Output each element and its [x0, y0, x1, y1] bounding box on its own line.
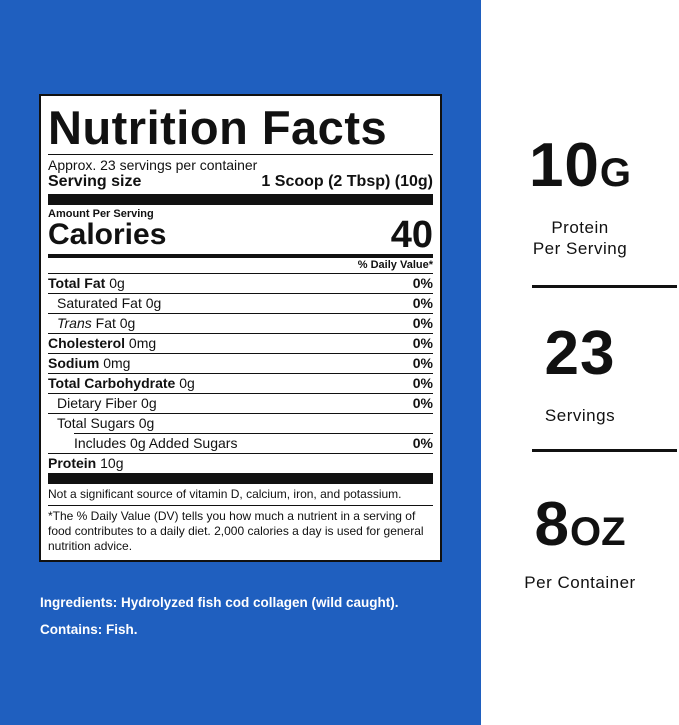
- contains-text: Contains: Fish.: [40, 622, 138, 637]
- nutrient-row: Protein 10g: [48, 453, 433, 473]
- daily-value-header: % Daily Value*: [357, 259, 433, 271]
- stat-number: 8: [534, 490, 570, 559]
- daily-value-footnote: *The % Daily Value (DV) tells you how mu…: [48, 505, 433, 554]
- nutrient-dv: 0%: [412, 315, 433, 331]
- nutrient-amount: 0g: [138, 415, 155, 431]
- nutrient-name: Dietary Fiber: [57, 395, 138, 411]
- nutrient-row: Sodium 0mg 0%: [48, 353, 433, 373]
- nutrient-row: Saturated Fat 0g 0%: [48, 293, 433, 313]
- nutrient-row: Includes 0g Added Sugars 0%: [74, 433, 433, 453]
- calories-label: Calories: [48, 218, 167, 251]
- nutrient-amount: 0g: [179, 375, 195, 391]
- stat-divider: [532, 285, 677, 288]
- nutrient-dv: 0%: [412, 395, 433, 411]
- nutrient-name: Saturated Fat: [57, 295, 142, 311]
- nutrient-row: Total Fat 0g 0%: [48, 273, 433, 293]
- stat-label-line1: Protein: [551, 218, 609, 237]
- nutrient-name: Cholesterol: [48, 335, 126, 351]
- nutrient-name: Total Fat: [48, 275, 106, 291]
- title-rule: [48, 154, 433, 155]
- nutrient-row: Cholesterol 0mg 0%: [48, 333, 433, 353]
- nutrient-amount: 0g: [141, 395, 157, 411]
- vitamin-note: Not a significant source of vitamin D, c…: [48, 487, 402, 501]
- nutrient-name-italic: Trans: [57, 315, 92, 331]
- nutrient-dv: 0%: [412, 435, 433, 451]
- nutrient-row: Total Sugars 0g: [48, 413, 433, 433]
- calories-row: Calories 40: [48, 214, 433, 256]
- stat-servings: 23 Servings: [481, 322, 679, 426]
- calories-rule: [48, 254, 433, 258]
- label-title: Nutrition Facts: [48, 101, 388, 154]
- nutrition-facts-label: Nutrition Facts Approx. 23 servings per …: [39, 94, 442, 562]
- nutrient-amount: 0mg: [128, 335, 157, 351]
- serving-size-label: Serving size: [48, 173, 142, 190]
- nutrient-amount: 10g: [100, 455, 124, 471]
- nutrient-row: Total Carbohydrate 0g 0%: [48, 373, 433, 393]
- nutrient-name: Total Carbohydrate: [48, 375, 176, 391]
- ingredients-block: Ingredients: Hydrolyzed fish cod collage…: [40, 594, 460, 639]
- stat-label-line2: Per Serving: [532, 239, 628, 258]
- stat-label-line1: Per Container: [524, 573, 636, 592]
- nutrient-name: Total Sugars: [57, 415, 135, 431]
- nutrient-dv: 0%: [412, 295, 433, 311]
- stat-container: 8OZ Per Container: [481, 493, 679, 593]
- nutrient-row: Dietary Fiber 0g 0%: [48, 393, 433, 413]
- nutrient-name: Protein: [48, 455, 97, 471]
- nutrient-row: Trans Fat 0g 0%: [48, 313, 433, 333]
- stat-protein: 10G Protein Per Serving: [481, 134, 679, 259]
- stat-unit: G: [599, 151, 632, 195]
- amount-per-serving: Amount Per Serving: [48, 208, 154, 220]
- nutrient-amount: 0mg: [103, 355, 131, 371]
- protein-thick-rule: [48, 473, 433, 484]
- stat-number: 10: [528, 131, 600, 200]
- nutrient-dv: 0%: [412, 275, 433, 291]
- stat-number: 23: [544, 319, 616, 388]
- serving-size-row: Serving size 1 Scoop (2 Tbsp) (10g): [48, 173, 433, 194]
- stat-label-line1: Servings: [544, 406, 616, 425]
- nutrient-dv: 0%: [412, 355, 433, 371]
- nutrient-amount: 0g: [145, 295, 162, 311]
- ingredients-text: Ingredients: Hydrolyzed fish cod collage…: [40, 595, 399, 610]
- nutrient-name: Sodium: [48, 355, 100, 371]
- stat-unit: OZ: [569, 510, 626, 554]
- nutrient-name: Includes 0g Added Sugars: [74, 435, 238, 451]
- nutrient-amount: 0g: [119, 315, 136, 331]
- nutrient-dv: 0%: [412, 335, 433, 351]
- serving-size-value: 1 Scoop (2 Tbsp) (10g): [261, 173, 433, 190]
- calories-value: 40: [390, 214, 433, 256]
- nutrient-amount: 0g: [109, 275, 125, 291]
- serving-thick-rule: [48, 194, 433, 205]
- nutrient-name: Fat: [95, 315, 116, 331]
- nutrient-dv: 0%: [412, 375, 433, 391]
- stat-divider: [532, 449, 677, 452]
- servings-per-container: Approx. 23 servings per container: [48, 157, 258, 173]
